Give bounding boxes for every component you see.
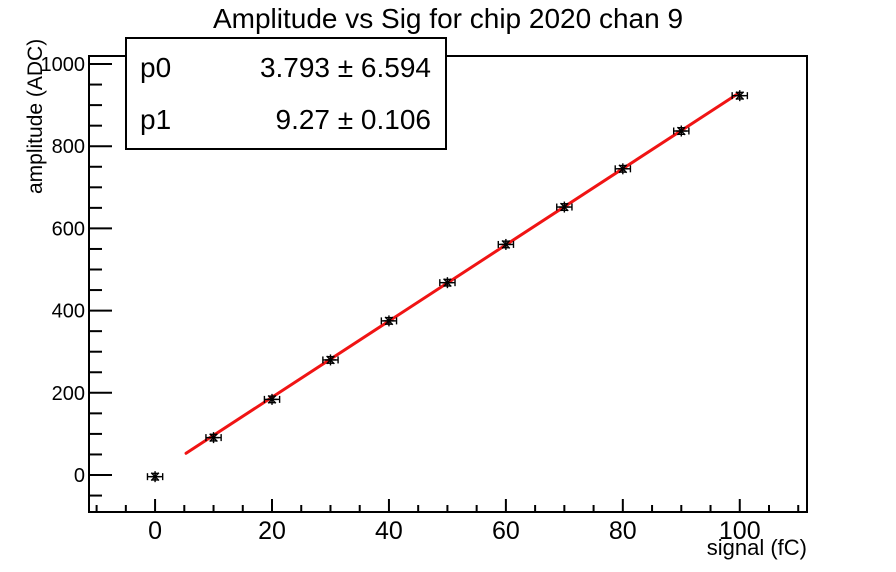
plot-title: Amplitude vs Sig for chip 2020 chan 9 bbox=[212, 3, 684, 34]
y-tick-label: 600 bbox=[52, 218, 85, 240]
asterisk-marker bbox=[150, 472, 160, 482]
asterisk-marker bbox=[326, 355, 335, 365]
y-tick-label: 0 bbox=[74, 465, 85, 487]
asterisk-marker bbox=[267, 395, 277, 404]
y-tick-label: 200 bbox=[52, 383, 85, 405]
data-point bbox=[731, 90, 749, 102]
stats-row-p0: p0 3.793 ± 6.594 bbox=[127, 53, 445, 83]
x-tick-label: 100 bbox=[719, 517, 761, 545]
data-point bbox=[556, 201, 573, 213]
param-name: p1 bbox=[140, 104, 172, 135]
data-point bbox=[497, 238, 515, 250]
data-point bbox=[439, 277, 456, 289]
x-tick-label: 20 bbox=[258, 517, 286, 545]
param-value: 3.793 ± 6.594 bbox=[259, 52, 431, 83]
asterisk-marker bbox=[501, 240, 511, 249]
asterisk-marker bbox=[384, 316, 394, 326]
data-point bbox=[322, 354, 339, 366]
data-point bbox=[146, 471, 164, 483]
asterisk-marker bbox=[676, 126, 686, 136]
data-point bbox=[205, 432, 222, 444]
asterisk-marker bbox=[443, 278, 452, 288]
fit-line bbox=[184, 91, 741, 455]
x-tick-label: 0 bbox=[148, 517, 162, 545]
x-tick-label: 80 bbox=[609, 517, 637, 545]
data-point bbox=[672, 125, 690, 137]
asterisk-marker bbox=[559, 202, 569, 212]
y-tick-label: 400 bbox=[52, 301, 85, 323]
x-tick-label: 60 bbox=[492, 517, 520, 545]
y-tick-label: 800 bbox=[52, 136, 85, 158]
param-name: p0 bbox=[140, 52, 172, 83]
data-point bbox=[263, 393, 281, 405]
asterisk-marker bbox=[209, 433, 218, 442]
asterisk-marker bbox=[735, 91, 745, 101]
data-point bbox=[614, 163, 632, 175]
stats-row-p1: p1 9.27 ± 0.106 bbox=[127, 105, 445, 135]
x-axis-title: signal (fC) bbox=[706, 535, 807, 560]
asterisk-marker bbox=[618, 164, 628, 174]
y-tick-label: 1000 bbox=[41, 54, 86, 76]
data-point bbox=[380, 315, 398, 327]
param-value: 9.27 ± 0.106 bbox=[275, 104, 432, 135]
y-axis-title: amplitude (ADC) bbox=[24, 38, 47, 194]
fit-stats-box: p0 3.793 ± 6.594 p1 9.27 ± 0.106 bbox=[125, 37, 447, 150]
x-tick-label: 40 bbox=[375, 517, 403, 545]
